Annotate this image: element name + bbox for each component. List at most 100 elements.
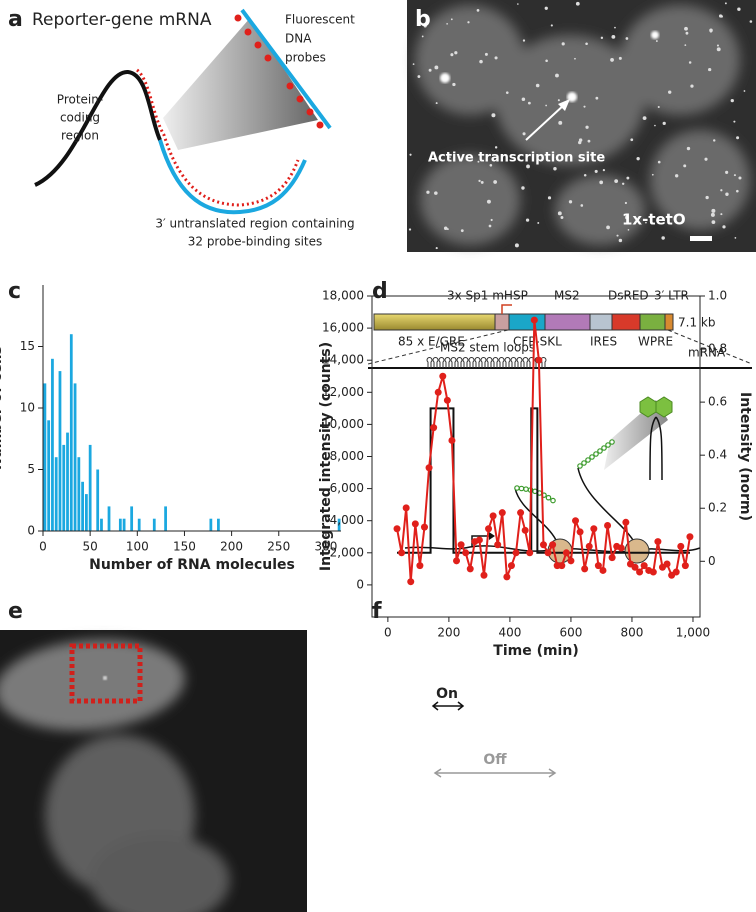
spot	[480, 180, 484, 184]
x-tick-label: 0	[39, 540, 47, 554]
spot	[736, 136, 740, 140]
annotation: Off	[483, 752, 507, 768]
stem-loop	[498, 357, 505, 368]
point	[443, 396, 451, 404]
bar	[137, 518, 141, 531]
spot	[730, 98, 734, 103]
spot	[560, 216, 564, 220]
coat-protein	[577, 463, 583, 469]
point	[439, 372, 447, 380]
spot	[655, 40, 658, 42]
spot	[578, 140, 582, 145]
spot	[486, 199, 491, 204]
panel-a: a Reporter-gene mRNA Fluorescent DNA pro…	[8, 7, 355, 249]
spot	[575, 1, 580, 6]
y-axis-title: Integrated intensity (counts)	[318, 342, 334, 571]
spot	[489, 163, 493, 167]
construct-label: IRES	[590, 335, 617, 349]
stem-loop	[438, 357, 445, 368]
scale-bar	[690, 236, 712, 241]
y-tick-label: 4,000	[330, 513, 364, 527]
x-tick-label: 0	[384, 626, 392, 640]
bar	[209, 518, 213, 531]
spot	[521, 186, 525, 190]
y-tick-label: 18,000	[322, 289, 364, 303]
bar	[100, 518, 103, 531]
axis	[42, 285, 341, 532]
spot	[733, 120, 736, 123]
panel-title: Reporter-gene mRNA	[32, 10, 212, 30]
coding-region	[34, 69, 162, 187]
stem-loop	[510, 357, 517, 368]
utr	[158, 139, 307, 215]
zoom-cone	[604, 400, 668, 470]
point	[512, 549, 520, 557]
point	[636, 568, 644, 576]
bar	[84, 494, 88, 531]
point	[494, 541, 502, 549]
bar	[107, 506, 111, 531]
spot	[412, 63, 415, 65]
point	[622, 518, 630, 526]
spot	[493, 180, 497, 184]
spot	[568, 200, 573, 204]
spot	[547, 196, 552, 200]
stem-loop	[480, 357, 487, 368]
spot	[684, 26, 688, 31]
stem-loop	[456, 357, 463, 368]
spot	[478, 179, 481, 182]
spot	[408, 228, 412, 231]
construct-size: 7.1 kb	[678, 316, 715, 330]
spot	[545, 59, 548, 63]
spot	[477, 160, 480, 163]
spot	[686, 146, 691, 151]
spot	[616, 234, 619, 237]
coat-protein	[609, 439, 615, 445]
spot	[517, 3, 519, 5]
spot	[722, 225, 726, 229]
point	[457, 541, 465, 549]
loops-label: MS2 stem loops	[440, 341, 535, 355]
spot	[494, 56, 498, 60]
spot	[716, 47, 721, 52]
spot	[449, 156, 451, 158]
spot	[674, 174, 679, 178]
mrna-label: mRNA	[688, 346, 726, 360]
x-tick-label: 200	[220, 540, 243, 554]
spot	[725, 170, 729, 174]
coat-protein	[581, 460, 587, 466]
y-tick-label: 16,000	[322, 321, 364, 335]
y-tick-label: 10,000	[322, 417, 364, 431]
spot	[704, 157, 708, 161]
point	[681, 562, 689, 570]
y2-tick-label: 0.8	[708, 342, 727, 356]
bar	[43, 383, 47, 531]
segment	[589, 313, 613, 331]
spot	[594, 169, 598, 173]
bar	[88, 444, 92, 531]
point	[503, 573, 511, 581]
spot	[561, 42, 565, 46]
point	[466, 565, 474, 573]
spot	[494, 146, 498, 149]
series-line	[397, 407, 690, 554]
spot	[602, 169, 606, 172]
coat-protein	[585, 457, 591, 463]
panel-e: e	[0, 599, 307, 912]
point	[631, 563, 639, 571]
spot	[526, 164, 530, 169]
spot	[505, 91, 509, 94]
tss-arrow-head	[489, 532, 495, 540]
spot	[705, 195, 709, 200]
point	[430, 424, 438, 432]
point	[594, 562, 602, 570]
spot	[725, 192, 729, 196]
stem-loop	[444, 357, 451, 368]
y-tick-label: 8,000	[330, 449, 364, 463]
point	[448, 436, 456, 444]
spot	[688, 61, 692, 64]
coat-protein	[550, 497, 556, 504]
y2-axis-title: Intensity (norm)	[737, 392, 753, 521]
bar	[152, 518, 156, 531]
spot	[557, 211, 562, 216]
